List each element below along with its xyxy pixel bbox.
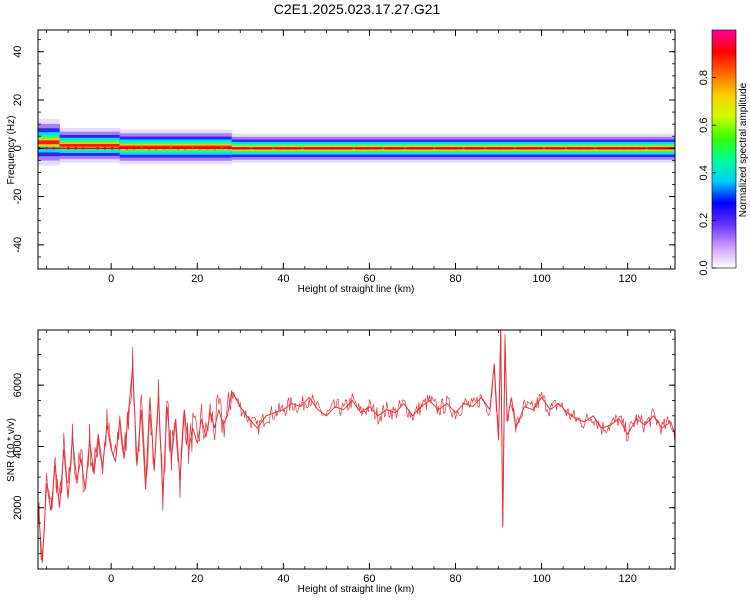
spectrogram-xtick-label: 40: [277, 273, 289, 285]
chart-title: C2E1.2025.023.17.27.G21: [274, 1, 441, 17]
spectrogram-ytick-label: -40: [12, 237, 24, 253]
spectrogram-ticks: 0 20 40 60 80 100 120 -40 -20 0 20 40: [12, 30, 675, 285]
spectrogram-ytick-label: 40: [12, 46, 24, 58]
colorbar-gradient: [712, 30, 736, 268]
spectrogram-heatmap: [38, 119, 675, 166]
spectrogram-ylabel: Frequency (Hz): [6, 116, 17, 185]
snr-ylabel: SNR (10 * v/v): [6, 418, 17, 482]
spectrogram-band: [119, 145, 233, 149]
colorbar-frame: [711, 29, 737, 269]
spectrogram-frame: [37, 29, 676, 270]
spectrogram-xtick-label: 60: [363, 273, 375, 285]
snr-ytick-label: 2000: [12, 495, 24, 519]
snr-panel: 0 20 40 60 80 100 120 2000 4000 6000 Height of st…: [6, 329, 676, 595]
snr-frame: [37, 329, 676, 570]
snr-plot-area: [38, 330, 675, 569]
snr-xtick-label: 120: [618, 573, 636, 585]
snr-ticks: 0 20 40 60 80 100 120 2000 4000 6000: [12, 330, 675, 585]
colorbar-tick-label: 0.8: [698, 70, 710, 85]
spectrogram-xtick-label: 20: [191, 273, 203, 285]
spectrogram-xtick-label: 120: [618, 273, 636, 285]
colorbar-tick-label: 0.4: [698, 165, 710, 180]
spectrogram-xtick-label: 100: [532, 273, 550, 285]
snr-xtick-label: 100: [532, 573, 550, 585]
snr-xtick-label: 20: [191, 573, 203, 585]
spectrogram-xtick-label: 80: [449, 273, 461, 285]
snr-ytick-label: 6000: [12, 373, 24, 397]
snr-xtick-label: 40: [277, 573, 289, 585]
colorbar-ticks: 0.0 0.2 0.4 0.6 0.8: [698, 70, 716, 276]
snr-xtick-label: 60: [363, 573, 375, 585]
colorbar-label: Normalized spectral amplitude: [738, 82, 749, 217]
colorbar: 0.0 0.2 0.4 0.6 0.8 Normalized spectral ampl…: [698, 29, 749, 276]
spectrogram-ytick-label: 0: [12, 145, 24, 151]
snr-ytick-label: 4000: [12, 434, 24, 458]
snr-xlabel: Height of straight line (km): [298, 584, 415, 595]
snr-series-noise: [38, 330, 675, 560]
colorbar-tick-label: 0.0: [698, 260, 710, 275]
spectrogram-band: [38, 140, 61, 145]
snr-xtick-label: 0: [108, 573, 114, 585]
spectrogram-xlabel: Height of straight line (km): [298, 284, 415, 295]
spectrogram-band: [59, 143, 121, 147]
spectrogram-panel: 0 20 40 60 80 100 120 -40 -20 0 20 40 Height of str…: [6, 29, 676, 295]
colorbar-tick-label: 0.6: [698, 118, 710, 133]
spectrogram-ytick-label: 20: [12, 94, 24, 106]
spectrogram-xtick-label: 0: [108, 273, 114, 285]
spectrogram-ytick-label: -20: [12, 189, 24, 205]
snr-xtick-label: 80: [449, 573, 461, 585]
colorbar-tick-label: 0.2: [698, 213, 710, 228]
